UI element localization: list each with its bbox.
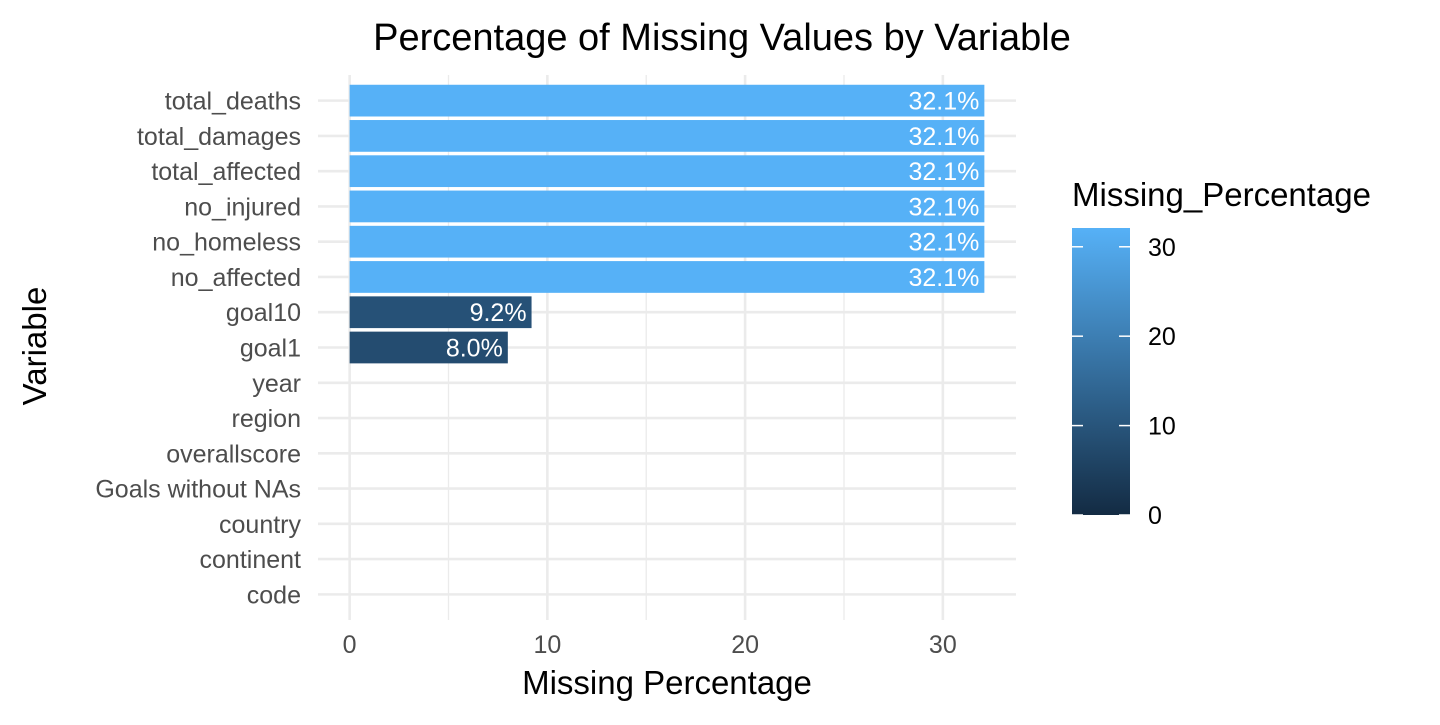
bars: 32.1% 32.1% 32.1% 32.1% 32.1% 32.1% 9.2% 8.0%	[349, 84, 985, 364]
bar	[349, 261, 985, 293]
bar-value-label: 32.1%	[908, 88, 979, 116]
y-tick-label: no_affected	[171, 264, 301, 292]
legend-colorbar	[1072, 228, 1130, 515]
y-tick-label: overallscore	[166, 440, 301, 468]
chart-title: Percentage of Missing Values by Variable	[373, 17, 1071, 59]
y-tick-label: total_affected	[151, 158, 301, 186]
bar-value-label: 8.0%	[446, 335, 503, 363]
y-tick-label: goal10	[226, 299, 301, 327]
y-tick-label: country	[219, 511, 301, 539]
bar	[349, 331, 508, 364]
bar	[349, 155, 985, 188]
bar-value-label: 32.1%	[908, 193, 979, 221]
y-tick-label: continent	[200, 546, 302, 574]
y-tick-label: region	[232, 405, 302, 433]
x-tick-label: 0	[343, 631, 357, 659]
legend-tick-label: 30	[1148, 234, 1176, 262]
bar-value-label: 32.1%	[908, 158, 979, 186]
x-axis-tick-labels: 0 10 20 30	[343, 631, 957, 659]
x-tick-label: 20	[731, 631, 759, 659]
legend-ticks: 0 10 20 30	[1072, 234, 1176, 530]
x-tick-label: 10	[533, 631, 561, 659]
bar	[349, 120, 985, 152]
legend-title: Missing_Percentage	[1072, 176, 1371, 213]
bar-value-label: 32.1%	[908, 123, 979, 151]
y-tick-label: year	[252, 370, 301, 398]
legend-tick-label: 10	[1148, 413, 1176, 441]
bar-value-label: 32.1%	[908, 264, 979, 292]
x-axis-title: Missing Percentage	[522, 664, 812, 701]
y-tick-label: no_injured	[184, 193, 301, 221]
y-axis-title: Variable	[16, 287, 53, 406]
bar	[349, 84, 985, 117]
legend: Missing_Percentage 0 10 20 30	[1072, 176, 1371, 530]
bar-value-label: 32.1%	[908, 229, 979, 257]
y-tick-label: Goals without NAs	[95, 476, 301, 504]
y-tick-label: goal1	[240, 335, 301, 363]
y-tick-label: total_damages	[137, 123, 301, 151]
bar	[349, 225, 985, 258]
legend-tick-label: 0	[1148, 502, 1162, 530]
y-tick-label: code	[247, 581, 301, 609]
y-tick-label: no_homeless	[152, 229, 301, 257]
y-tick-label: total_deaths	[165, 88, 301, 116]
bar	[349, 190, 985, 223]
x-tick-label: 30	[929, 631, 957, 659]
bar-value-label: 9.2%	[470, 299, 527, 327]
bar	[349, 296, 532, 329]
legend-tick-label: 20	[1148, 323, 1176, 351]
y-axis-tick-labels: total_deaths total_damages total_affectedn…	[95, 88, 301, 610]
